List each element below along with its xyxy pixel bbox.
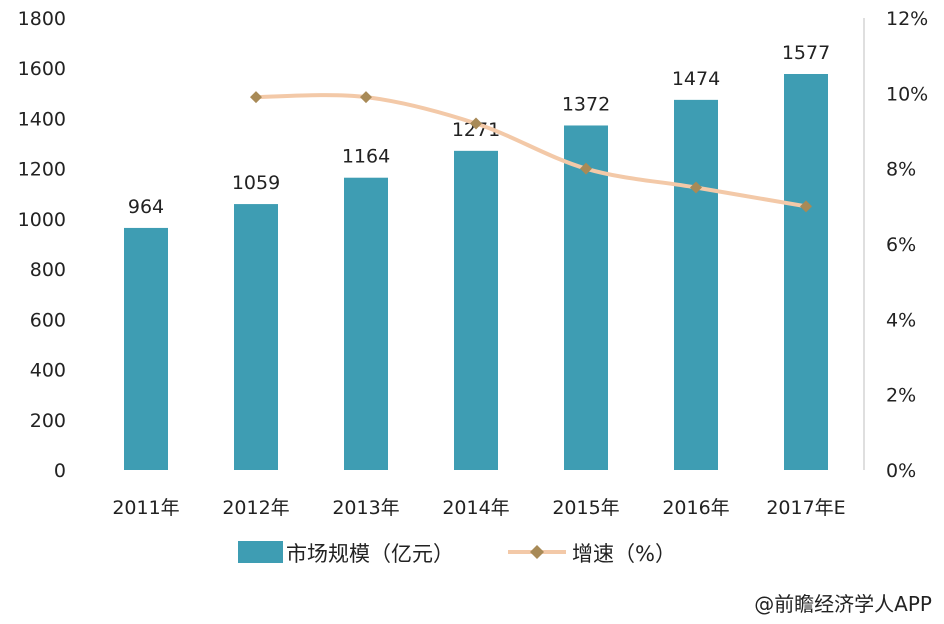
bar	[234, 204, 278, 470]
y-right-tick-label: 8%	[886, 159, 916, 181]
bar	[124, 227, 168, 470]
y-right-tick-label: 6%	[886, 234, 916, 256]
x-tick-label: 2012年	[222, 497, 289, 519]
bar-data-label: 964	[128, 196, 164, 218]
y-left-tick-label: 1000	[18, 209, 66, 231]
y-right-tick-label: 4%	[886, 309, 916, 331]
bar-data-labels: 964 1059 1164 1271 1372 1474 1577	[128, 42, 830, 218]
y-right-tick-label: 2%	[886, 385, 916, 407]
y-left-tick-label: 400	[30, 360, 66, 382]
bar	[674, 99, 718, 471]
line-point	[250, 91, 262, 104]
y-left-tick-label: 1200	[18, 159, 66, 181]
bar	[564, 125, 608, 470]
y-axis-left: 0 200 400 600 800 1000 1200 1400 1600 1800	[18, 8, 66, 482]
y-left-tick-label: 1800	[18, 8, 66, 30]
bar-data-label: 1474	[672, 68, 720, 90]
bar	[454, 150, 498, 471]
line-series	[250, 91, 812, 213]
y-right-tick-label: 0%	[886, 460, 916, 482]
x-axis: 2011年 2012年 2013年 2014年 2015年 2016年 2017年E	[112, 497, 845, 519]
y-left-tick-label: 0	[54, 460, 66, 482]
line-point	[360, 91, 372, 104]
bar-data-label: 1372	[562, 93, 610, 115]
legend-label-line: 增速（%）	[572, 542, 676, 566]
bar	[784, 73, 828, 471]
legend-label-bar: 市场规模（亿元）	[286, 542, 454, 566]
line-point	[800, 200, 812, 213]
y-left-tick-label: 200	[30, 410, 66, 432]
x-tick-label: 2011年	[112, 497, 179, 519]
y-right-tick-label: 10%	[886, 83, 928, 105]
y-left-tick-label: 1400	[18, 108, 66, 130]
line-point	[580, 162, 592, 175]
source-credit: @前瞻经济学人APP	[754, 592, 932, 616]
bar-data-label: 1059	[232, 172, 280, 194]
growth-line	[255, 93, 807, 209]
legend-marker-icon	[530, 545, 544, 559]
x-tick-label: 2013年	[332, 497, 399, 519]
bar-data-label: 1164	[342, 146, 390, 168]
y-left-tick-label: 600	[30, 309, 66, 331]
bar-data-label: 1271	[452, 119, 500, 141]
y-right-tick-label: 12%	[886, 8, 928, 30]
y-left-tick-label: 1600	[18, 58, 66, 80]
x-tick-label: 2015年	[552, 497, 619, 519]
line-point	[690, 181, 702, 194]
y-axis-right: 0% 2% 4% 6% 8% 10% 12%	[886, 8, 928, 482]
legend-swatch-bar	[238, 541, 283, 563]
x-tick-label: 2014年	[442, 497, 509, 519]
bar-series	[124, 73, 828, 471]
line-point	[470, 117, 482, 130]
bar	[344, 177, 388, 470]
y-left-tick-label: 800	[30, 259, 66, 281]
legend: 市场规模（亿元） 增速（%）	[238, 541, 676, 566]
bar-data-label: 1577	[782, 42, 830, 64]
x-tick-label: 2016年	[662, 497, 729, 519]
x-tick-label: 2017年E	[766, 497, 845, 519]
